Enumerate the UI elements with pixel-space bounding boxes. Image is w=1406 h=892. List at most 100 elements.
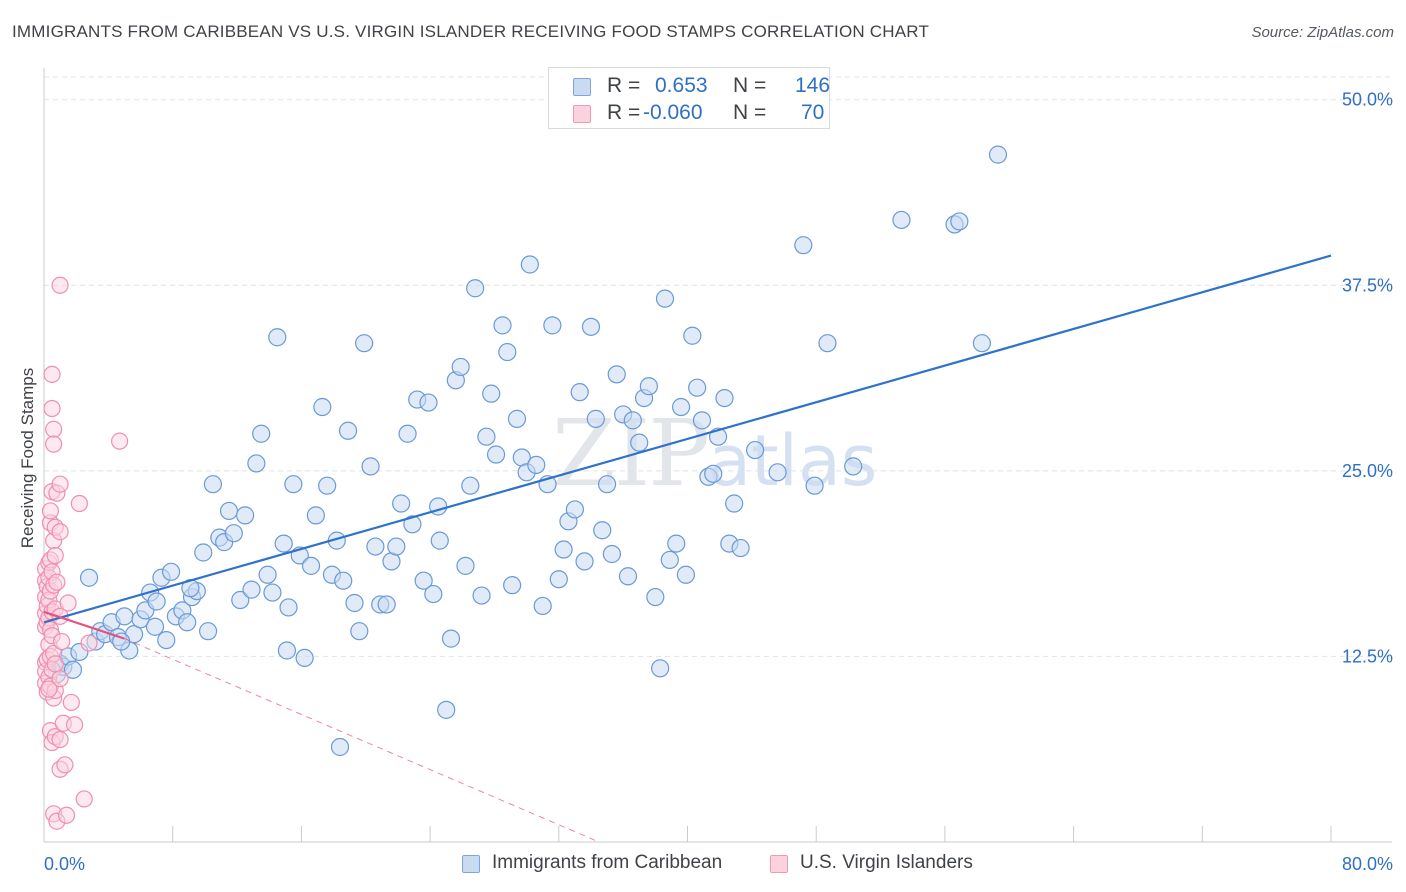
data-point-caribbean xyxy=(252,424,271,443)
n-value: 146 xyxy=(795,74,831,97)
legend-swatch-caribbean xyxy=(573,78,591,96)
data-point-caribbean xyxy=(198,622,218,641)
data-point-caribbean xyxy=(692,411,712,430)
data-point-caribbean xyxy=(688,378,707,397)
data-point-virgin-islanders xyxy=(57,806,76,824)
data-point-caribbean xyxy=(424,584,443,604)
data-point-caribbean xyxy=(419,393,438,412)
legend-swatch-caribbean xyxy=(462,855,480,873)
legend-label-virgin-islanders: U.S. Virgin Islanders xyxy=(800,852,973,873)
data-point-caribbean xyxy=(477,427,496,446)
data-point-caribbean xyxy=(224,524,243,543)
data-point-caribbean xyxy=(892,210,911,230)
correlation-legend: R = 0.653 N = 146 R = -0.060 N = 70 xyxy=(548,67,830,129)
data-point-caribbean xyxy=(398,424,417,443)
data-point-caribbean xyxy=(219,501,239,521)
data-point-caribbean xyxy=(805,476,824,495)
data-point-caribbean xyxy=(972,334,992,353)
data-point-caribbean xyxy=(313,397,332,417)
data-point-caribbean xyxy=(456,556,475,575)
data-point-virgin-islanders xyxy=(56,756,74,774)
data-point-caribbean xyxy=(461,476,480,495)
data-point-caribbean xyxy=(274,534,293,553)
data-point-caribbean xyxy=(745,440,765,460)
data-point-caribbean xyxy=(543,316,562,335)
x-tick-label: 0.0% xyxy=(44,854,85,874)
data-point-caribbean xyxy=(527,455,546,475)
trendline-caribbean xyxy=(43,254,1332,624)
data-point-virgin-islanders xyxy=(40,680,58,698)
n-value: 70 xyxy=(801,101,825,124)
data-point-caribbean xyxy=(950,212,969,231)
data-point-caribbean xyxy=(403,515,422,534)
data-point-caribbean xyxy=(330,737,350,757)
data-point-caribbean xyxy=(704,464,723,483)
data-point-caribbean xyxy=(503,576,522,595)
data-point-caribbean xyxy=(306,506,325,525)
data-point-caribbean xyxy=(441,629,461,648)
data-point-caribbean xyxy=(178,613,197,632)
data-point-caribbean xyxy=(277,641,297,660)
data-point-caribbean xyxy=(437,700,456,719)
data-point-caribbean xyxy=(242,580,261,599)
data-point-virgin-islanders xyxy=(45,420,63,438)
data-point-caribbean xyxy=(157,630,176,650)
data-point-caribbean xyxy=(607,365,626,384)
r-value: -0.060 xyxy=(643,101,703,124)
data-point-caribbean xyxy=(194,543,213,562)
data-point-caribbean xyxy=(651,659,670,678)
r-value: 0.653 xyxy=(655,74,708,97)
legend-swatch-virgin-islanders xyxy=(770,855,788,873)
data-point-virgin-islanders xyxy=(46,546,64,565)
n-label: N = xyxy=(733,74,767,97)
data-point-caribbean xyxy=(466,279,485,298)
data-point-caribbean xyxy=(676,565,695,584)
source-label: Source: ZipAtlas.com xyxy=(1251,24,1394,41)
trendline-virgin-islanders-extended xyxy=(124,638,600,843)
data-point-virgin-islanders xyxy=(51,730,69,749)
data-point-caribbean xyxy=(338,421,358,440)
data-point-caribbean xyxy=(844,457,863,476)
data-point-caribbean xyxy=(284,475,303,494)
data-point-caribbean xyxy=(451,357,470,377)
x-tick-label: 80.0% xyxy=(1342,854,1393,874)
data-point-caribbean xyxy=(79,568,99,587)
data-point-caribbean xyxy=(482,384,501,403)
data-point-virgin-islanders xyxy=(111,432,129,450)
data-point-caribbean xyxy=(507,409,527,428)
trendline-virgin-islanders xyxy=(43,610,125,640)
y-tick-label: 12.5% xyxy=(1342,646,1393,666)
data-point-virgin-islanders xyxy=(45,435,63,453)
data-point-caribbean xyxy=(623,411,642,430)
data-point-caribbean xyxy=(630,433,649,452)
data-point-caribbean xyxy=(334,571,353,590)
data-point-caribbean xyxy=(63,660,83,679)
data-point-caribbean xyxy=(639,377,658,396)
data-point-caribbean xyxy=(575,552,594,571)
data-point-caribbean xyxy=(581,317,601,336)
data-point-virgin-islanders xyxy=(75,790,93,808)
data-point-caribbean xyxy=(725,494,744,513)
data-point-caribbean xyxy=(377,595,396,614)
data-point-caribbean xyxy=(593,521,612,540)
data-point-caribbean xyxy=(794,236,813,255)
data-point-caribbean xyxy=(667,534,686,553)
data-point-caribbean xyxy=(472,586,491,605)
data-point-caribbean xyxy=(565,500,584,519)
data-point-virgin-islanders xyxy=(48,573,66,591)
data-point-caribbean xyxy=(660,550,679,570)
data-point-caribbean xyxy=(988,145,1008,164)
data-point-caribbean xyxy=(520,255,539,274)
r-label: R = xyxy=(607,74,641,97)
data-point-caribbean xyxy=(715,389,734,408)
data-point-caribbean xyxy=(586,409,605,428)
legend-swatch-virgin-islanders xyxy=(573,105,591,123)
data-point-caribbean xyxy=(570,383,589,402)
y-axis-title: Receiving Food Stamps xyxy=(18,368,37,548)
data-point-caribbean xyxy=(112,632,131,651)
r-label: R = xyxy=(607,101,641,124)
data-point-caribbean xyxy=(602,544,621,564)
data-point-caribbean xyxy=(366,537,385,556)
data-point-caribbean xyxy=(115,607,134,626)
data-point-virgin-islanders xyxy=(51,670,69,688)
